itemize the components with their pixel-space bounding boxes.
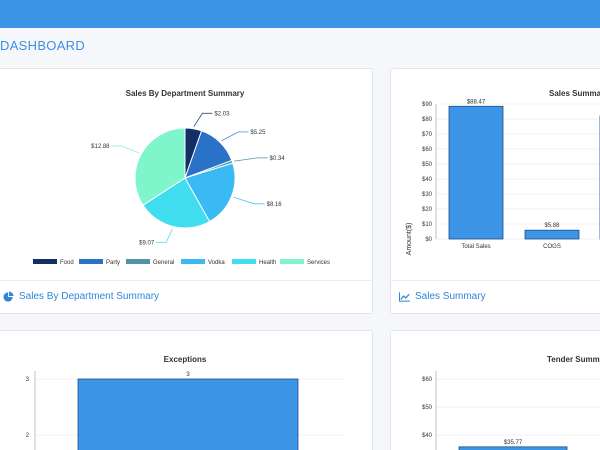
sales-y-tick-label: $50 bbox=[422, 162, 433, 168]
sales-summary-link[interactable]: Sales Summary bbox=[399, 291, 486, 302]
dept-chart-title: Sales By Department Summary bbox=[126, 89, 245, 98]
sales-y-tick-label: $80 bbox=[422, 117, 433, 123]
pie-value-label: $12.88 bbox=[91, 144, 110, 150]
sales-summary-card: Sales Summary Amount($) $0 $10 $20 $30 $40 $5… bbox=[390, 68, 600, 314]
sales-bar-value-label: $88.47 bbox=[467, 99, 486, 105]
legend-label-services[interactable]: Services bbox=[307, 260, 330, 266]
top-bar bbox=[0, 0, 600, 28]
legend-label-party[interactable]: Party bbox=[106, 260, 120, 266]
tender-y-tick-label: $50 bbox=[422, 405, 433, 411]
sales-y-axis-label: Amount($) bbox=[406, 223, 413, 256]
tender-y-tick-label: $40 bbox=[422, 433, 433, 439]
pie-chart-icon bbox=[3, 291, 14, 302]
pie-leader-line bbox=[193, 112, 213, 127]
tender-bar[interactable] bbox=[458, 446, 568, 450]
sales-bar-total-sales[interactable] bbox=[448, 105, 504, 240]
legend-swatch-party bbox=[79, 259, 103, 264]
pie-value-label: $8.16 bbox=[267, 202, 283, 208]
pie-leader-line bbox=[156, 228, 173, 243]
tender-bar-value-label: $35.77 bbox=[504, 440, 523, 446]
legend-swatch-general bbox=[126, 259, 150, 264]
page-title: DASHBOARD bbox=[0, 38, 86, 53]
pie-leader-line bbox=[111, 145, 140, 154]
sales-bar-cogs[interactable] bbox=[524, 229, 580, 240]
legend-label-general[interactable]: General bbox=[153, 260, 174, 266]
tender-chart-title: Tender Summary bbox=[547, 355, 600, 364]
dept-summary-card: Sales By Department Summary $2.03 $5.25 $0… bbox=[0, 68, 373, 314]
pie-slice-vodka[interactable] bbox=[184, 162, 236, 223]
legend-label-vodka[interactable]: Vodka bbox=[208, 260, 225, 266]
sales-y-tick-label: $40 bbox=[422, 177, 433, 183]
sales-y-tick-label: $90 bbox=[422, 102, 433, 108]
pie-value-label: $9.07 bbox=[139, 240, 155, 246]
pie-slice-health[interactable] bbox=[142, 177, 211, 229]
legend-swatch-food bbox=[33, 259, 57, 264]
sales-card-footer: Sales Summary bbox=[391, 280, 600, 313]
pie-leader-line bbox=[233, 196, 265, 205]
sales-y-tick-label: $60 bbox=[422, 147, 433, 153]
exceptions-card: Exceptions 2 3 3 bbox=[0, 330, 373, 450]
pie-value-label: $0.34 bbox=[270, 156, 286, 162]
pie-leader-line bbox=[221, 131, 249, 142]
pie-value-label: $5.25 bbox=[250, 130, 266, 136]
exceptions-chart-title: Exceptions bbox=[164, 355, 207, 364]
sales-y-tick-label: $0 bbox=[425, 237, 432, 243]
line-chart-icon bbox=[399, 291, 410, 302]
exceptions-bar[interactable] bbox=[77, 378, 299, 450]
legend-label-food[interactable]: Food bbox=[60, 260, 74, 266]
sales-y-tick-label: $10 bbox=[422, 222, 433, 228]
tender-y-tick-label: $60 bbox=[422, 377, 433, 383]
tender-summary-card: Tender Summary $40 $50 $60 $35.77 bbox=[390, 330, 600, 450]
sales-summary-link-label: Sales Summary bbox=[415, 291, 486, 302]
exceptions-y-tick-label: 2 bbox=[26, 433, 30, 439]
pie-slice-services[interactable] bbox=[134, 127, 186, 206]
pie-leader-line bbox=[234, 157, 268, 162]
tender-bar-chart: Tender Summary $40 $50 $60 $35.77 bbox=[422, 355, 600, 450]
pie-value-label: $2.03 bbox=[214, 111, 230, 117]
sales-x-tick-label: Total Sales bbox=[461, 244, 490, 250]
exceptions-bar-value-label: 3 bbox=[186, 372, 190, 378]
sales-bar-chart: Sales Summary Amount($) $0 $10 $20 $30 $40 $5… bbox=[406, 89, 600, 256]
sales-y-tick-label: $70 bbox=[422, 132, 433, 138]
legend-swatch-services bbox=[280, 259, 304, 264]
sales-x-tick-label: COGS bbox=[543, 244, 561, 250]
sales-chart-title: Sales Summary bbox=[549, 89, 600, 98]
legend-swatch-health bbox=[232, 259, 256, 264]
exceptions-bar-chart: Exceptions 2 3 3 bbox=[26, 355, 345, 450]
dept-pie-chart: Sales By Department Summary $2.03 $5.25 $0… bbox=[33, 89, 330, 266]
sales-bar-value-label: $5.88 bbox=[544, 223, 560, 229]
exceptions-y-tick-label: 3 bbox=[26, 377, 30, 383]
sales-y-tick-label: $30 bbox=[422, 192, 433, 198]
sales-y-tick-label: $20 bbox=[422, 207, 433, 213]
dept-summary-link-label: Sales By Department Summary bbox=[19, 291, 160, 302]
dept-summary-link[interactable]: Sales By Department Summary bbox=[3, 291, 159, 302]
legend-swatch-vodka bbox=[181, 259, 205, 264]
legend-label-health[interactable]: Health bbox=[259, 260, 276, 266]
dept-card-footer: Sales By Department Summary bbox=[0, 280, 372, 313]
